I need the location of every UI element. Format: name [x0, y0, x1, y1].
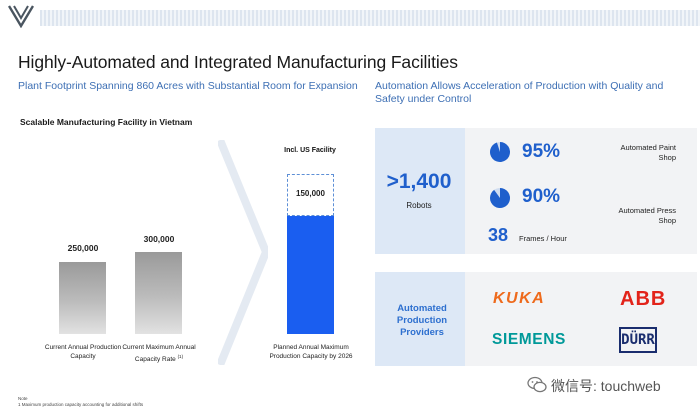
press-shop-percent: 90% [522, 186, 561, 207]
kuka-logo: KUKA [493, 290, 546, 307]
abb-logo: ABB [620, 288, 667, 310]
paint-shop-percent: 95% [522, 141, 561, 162]
subtitle-left: Plant Footprint Spanning 860 Acres with … [18, 80, 358, 92]
bar-value-max: 300,000 [143, 234, 175, 244]
wechat-icon [527, 376, 547, 393]
durr-logo: DÜRR [619, 327, 657, 353]
chevron-right-icon [218, 140, 268, 365]
bar-value-current: 250,000 [67, 243, 99, 253]
bar-label-current: Current Annual Production Capacity [44, 344, 122, 360]
us-facility-dashed-box [287, 174, 334, 216]
pie-chart-icon [489, 188, 510, 208]
top-bar [0, 0, 700, 34]
frames-count: 38 [488, 225, 509, 245]
providers-label-panel [375, 272, 465, 366]
us-facility-value: 150,000 [296, 189, 325, 198]
watermark-text: 微信号: touchweb [551, 378, 661, 394]
vinfast-v-logo-icon [8, 5, 34, 28]
press-shop-label: Automated Press Shop [618, 206, 676, 225]
bar-planned-capacity [287, 216, 334, 334]
subtitle-right: Automation Allows Acceleration of Produc… [375, 80, 664, 105]
robots-panel [375, 128, 465, 254]
bar-label-planned: Planned Annual Maximum Production Capaci… [269, 344, 353, 360]
frames-label: Frames / Hour [519, 234, 567, 243]
robots-count: >1,400 [386, 170, 452, 193]
page-title: Highly-Automated and Integrated Manufact… [18, 52, 458, 72]
siemens-logo: SIEMENS [492, 331, 566, 348]
robots-label: Robots [406, 201, 432, 210]
providers-logo-panel [465, 272, 697, 366]
bar-max-rate [135, 252, 182, 334]
section-title: Scalable Manufacturing Facility in Vietn… [20, 117, 193, 127]
bar-current-capacity [59, 262, 106, 334]
header-stripe [40, 10, 700, 26]
pie-chart-icon [490, 142, 511, 162]
planned-header: Incl. US Facility [284, 147, 336, 154]
footnote: Note 1 Maximum production capacity accou… [18, 396, 144, 407]
bar-label-max: Current Maximum Annual Capacity Rate (1) [122, 344, 196, 364]
providers-label: Automated Production Providers [396, 303, 448, 338]
paint-shop-label: Automated Paint Shop [620, 143, 676, 162]
